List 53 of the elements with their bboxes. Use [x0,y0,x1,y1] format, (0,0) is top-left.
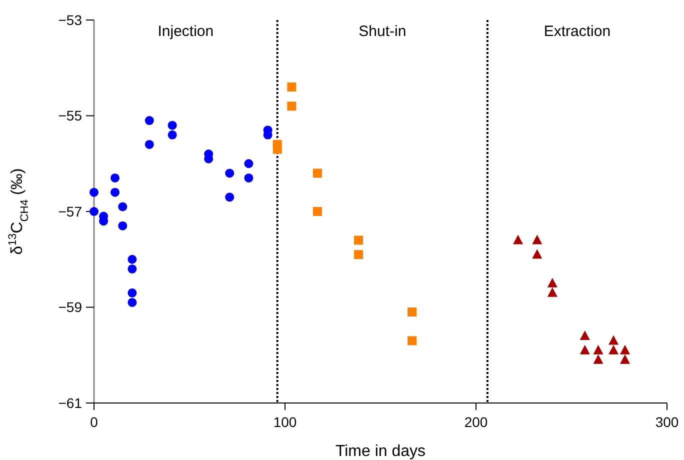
point [128,264,137,274]
point [244,159,254,168]
point [547,287,558,297]
point [118,221,128,230]
x-tick-label: 200 [464,414,488,430]
annotation: Shut-in [358,23,406,40]
point [547,278,558,288]
point [128,288,137,298]
point [408,336,417,346]
point [312,168,322,178]
point [144,140,154,149]
point [272,144,282,154]
point [168,120,177,130]
point [287,102,296,111]
point [593,344,604,354]
y-tick-label: −59 [58,299,82,316]
y-tick-label: −57 [58,203,82,220]
point [110,173,120,182]
point [620,354,630,364]
point [287,82,296,92]
point [608,344,619,354]
annotation: Injection [158,23,214,40]
point [244,173,254,182]
point [532,234,542,244]
annotation: Extraction [544,23,611,40]
point [580,330,590,340]
point [118,202,128,212]
point [580,344,590,354]
y-tick-label: −61 [58,394,82,411]
y-tick-label: −53 [58,12,82,28]
x-tick-label: 300 [655,414,679,430]
point [513,234,524,244]
point [354,250,364,260]
point [532,249,542,259]
point [110,188,120,197]
point [608,335,619,345]
point [128,254,137,264]
point [225,168,234,178]
point [90,188,98,197]
point [312,207,322,216]
y-tick-label: −55 [58,108,82,124]
point [408,308,417,317]
x-axis-title: Time in days [335,443,426,460]
point [620,344,630,354]
point [168,130,177,140]
x-tick-label: 0 [90,414,98,430]
point [128,298,137,307]
point [225,192,234,202]
x-tick-label: 100 [273,414,297,430]
point [354,236,364,245]
point [593,354,604,364]
point [90,207,98,216]
point [144,116,154,126]
